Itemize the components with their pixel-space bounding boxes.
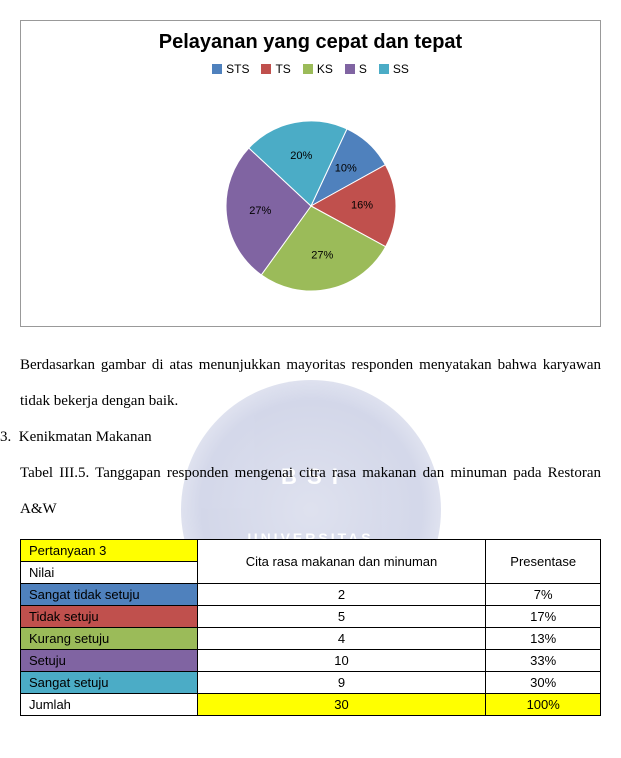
table-row-label: Setuju [21,650,198,672]
table-row-pct: 17% [486,606,601,628]
chart-title: Pelayanan yang cepat dan tepat [31,31,590,54]
table-row: Setuju1033% [21,650,601,672]
paragraph-2: Tabel III.5. Tanggapan responden mengena… [20,455,601,527]
pie-slice-label: 16% [350,200,372,212]
table-header-pertanyaan: Pertanyaan 3 [21,540,198,562]
legend-swatch [379,64,389,74]
table-row-value: 9 [197,672,486,694]
legend-swatch [303,64,313,74]
table-total-pct: 100% [486,694,601,716]
list-heading: Kenikmatan Makanan [19,429,152,445]
legend-item: KS [303,62,333,76]
pie-chart-container: Pelayanan yang cepat dan tepat STSTSKSSS… [20,20,601,327]
table-row-label: Sangat setuju [21,672,198,694]
paragraph-1: Berdasarkan gambar di atas menunjukkan m… [20,347,601,419]
table-row-value: 10 [197,650,486,672]
legend-label: SS [393,62,409,76]
pie-slice-label: 27% [311,250,333,262]
table-row-pct: 13% [486,628,601,650]
table-row-pct: 7% [486,584,601,606]
legend-label: KS [317,62,333,76]
table-row-label: Sangat tidak setuju [21,584,198,606]
table-total-label: Jumlah [21,694,198,716]
legend-label: S [359,62,367,76]
chart-legend: STSTSKSSSS [31,62,590,76]
table-row: Sangat setuju930% [21,672,601,694]
table-header-right: Presentase [486,540,601,584]
legend-item: SS [379,62,409,76]
legend-item: TS [261,62,290,76]
table-row-value: 5 [197,606,486,628]
table-row: Tidak setuju517% [21,606,601,628]
legend-item: STS [212,62,249,76]
pie-wrap: 10% 16% 27% 27% 20% [31,86,590,316]
pie-chart: 10% 16% 27% 27% 20% [131,86,491,316]
pie-slice-label: 20% [290,150,312,162]
table-total-value: 30 [197,694,486,716]
legend-swatch [212,64,222,74]
table-row-value: 2 [197,584,486,606]
legend-swatch [261,64,271,74]
legend-label: TS [275,62,290,76]
list-number: 3. [0,429,11,445]
table-row-pct: 30% [486,672,601,694]
data-table: Pertanyaan 3 Cita rasa makanan dan minum… [20,539,601,716]
table-row-label: Tidak setuju [21,606,198,628]
pie-slice-label: 10% [334,163,356,175]
table-row: Kurang setuju413% [21,628,601,650]
legend-item: S [345,62,367,76]
table-row-label: Kurang setuju [21,628,198,650]
table-header-nilai: Nilai [21,562,198,584]
legend-label: STS [226,62,249,76]
legend-swatch [345,64,355,74]
table-row: Sangat tidak setuju27% [21,584,601,606]
pie-slice-label: 27% [249,205,271,217]
table-header-mid: Cita rasa makanan dan minuman [197,540,486,584]
table-row-pct: 33% [486,650,601,672]
body-text: Berdasarkan gambar di atas menunjukkan m… [20,347,601,527]
table-row-value: 4 [197,628,486,650]
